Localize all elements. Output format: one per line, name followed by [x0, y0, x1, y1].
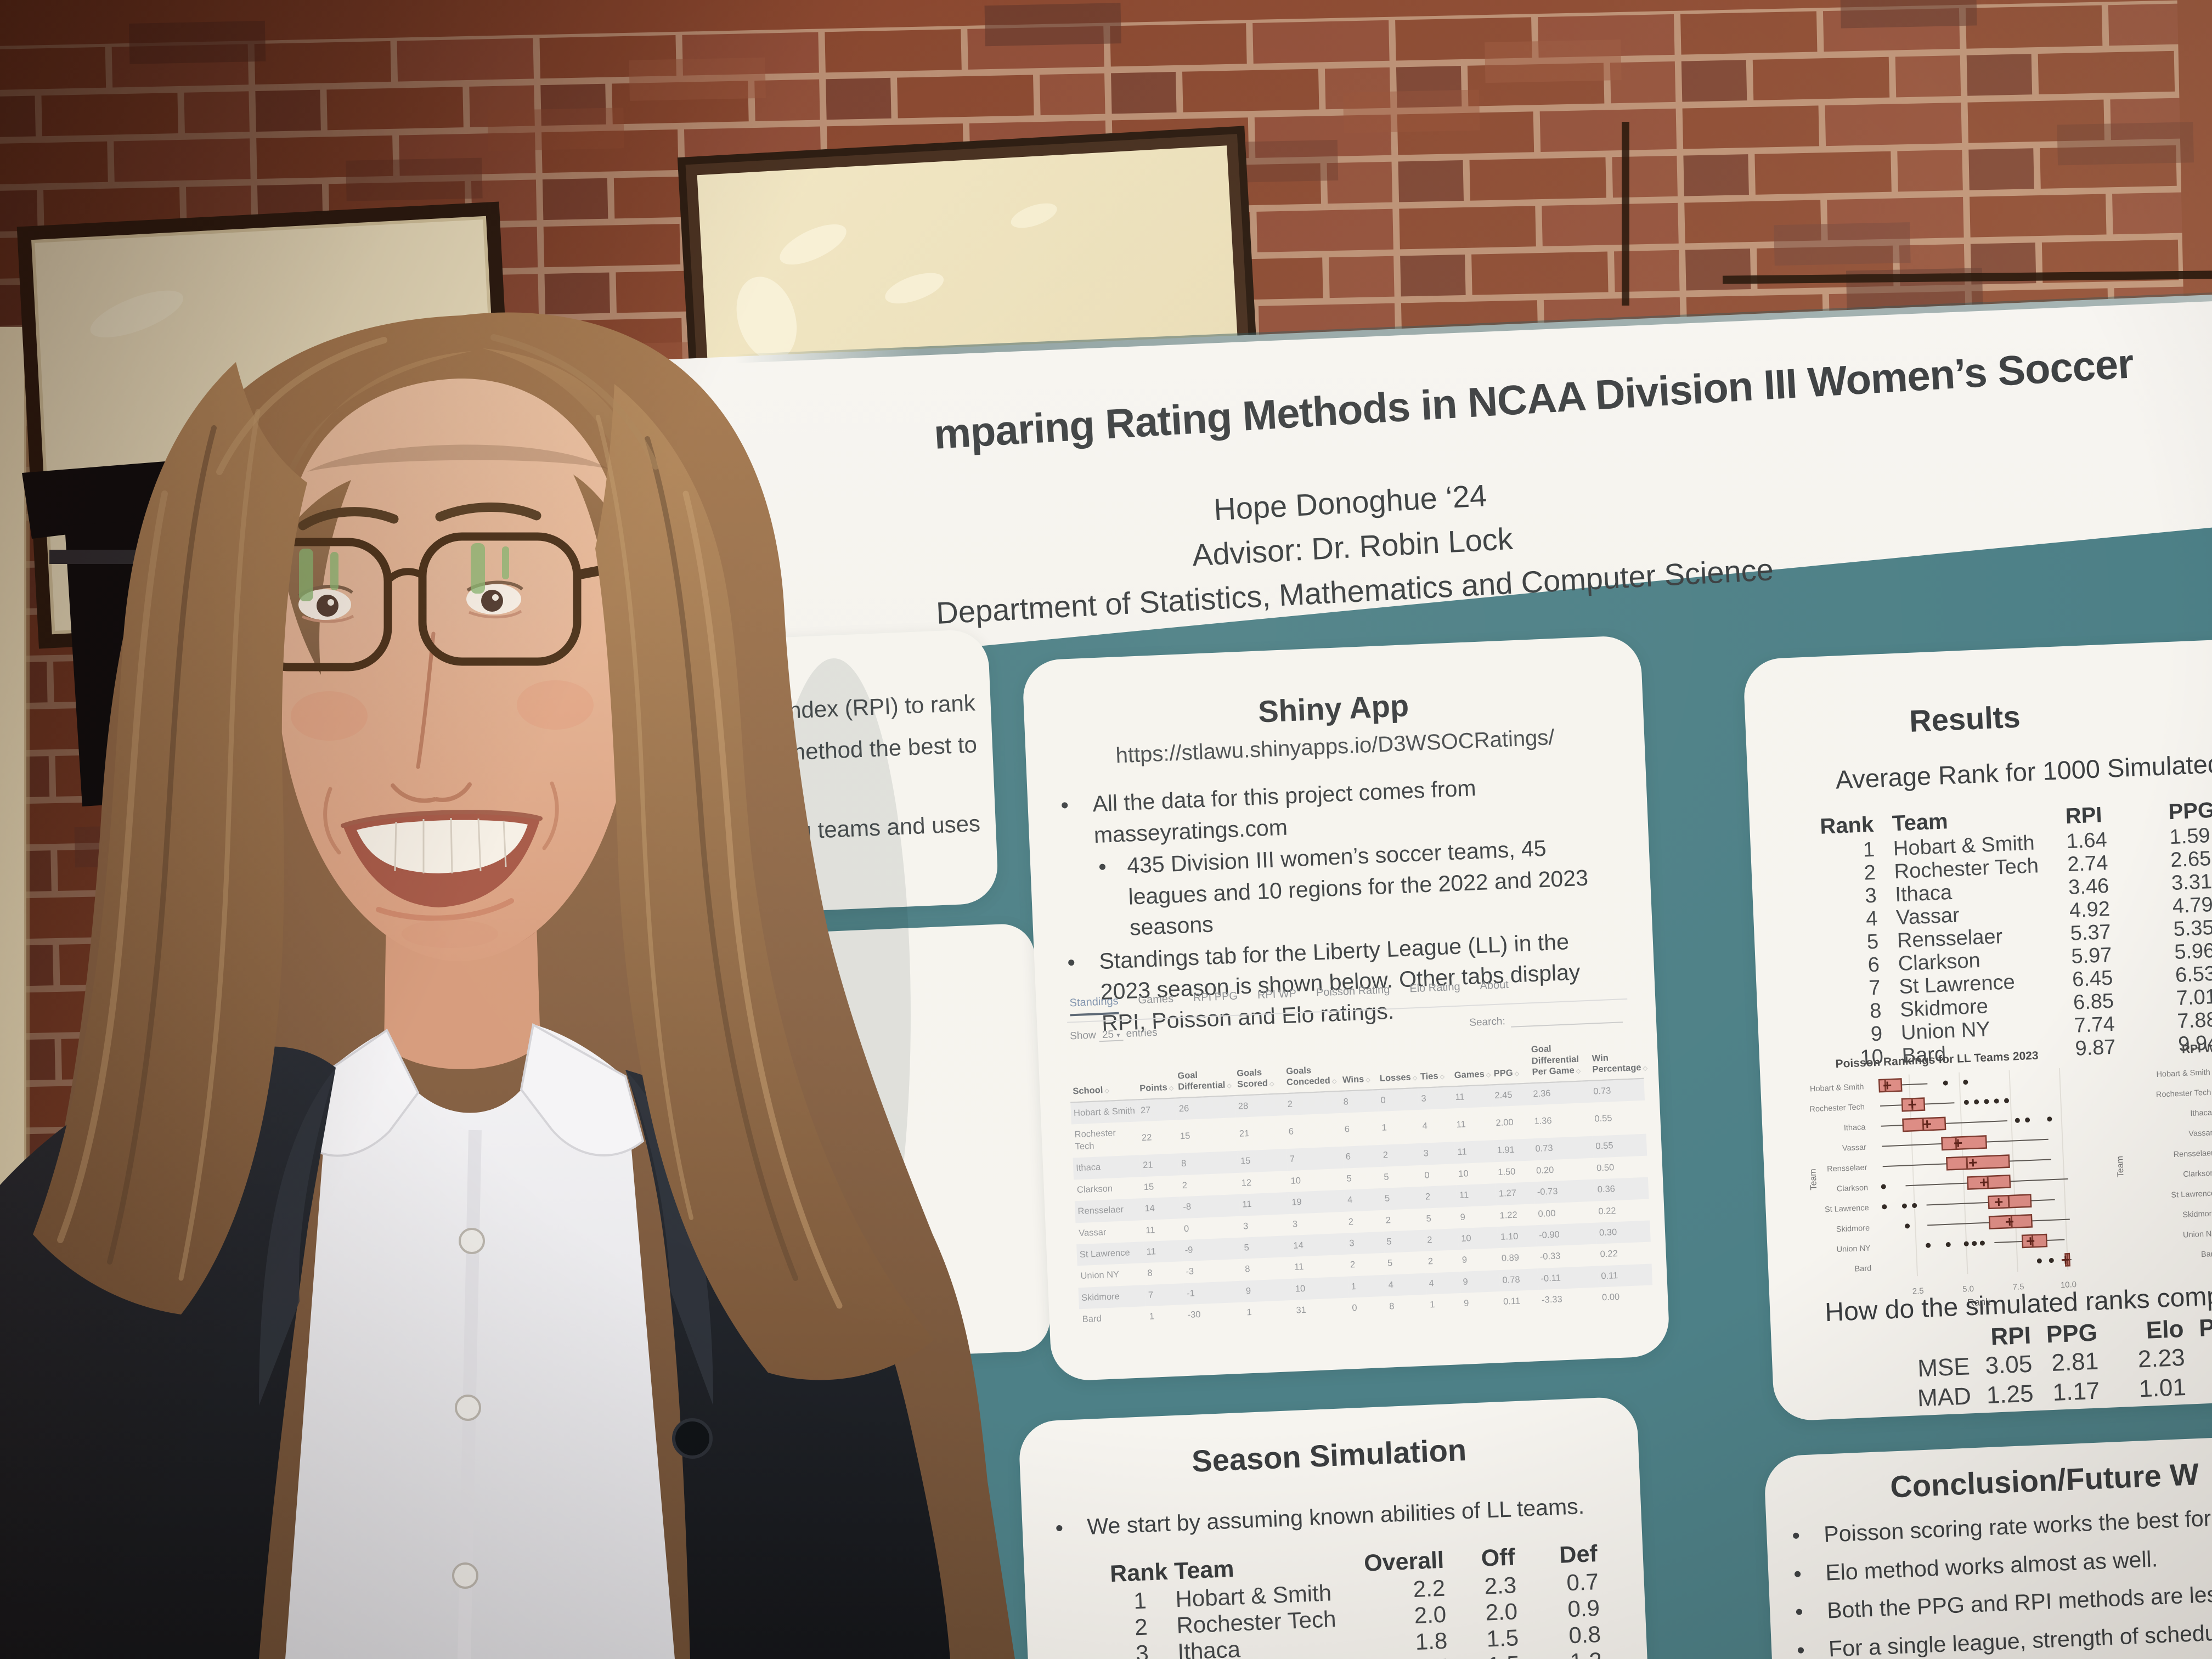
svg-text:Rensselaer: Rensselaer: [2173, 1149, 2212, 1159]
shirt-collar-right: [520, 1023, 645, 1156]
svg-text:Vassar: Vassar: [2188, 1128, 2212, 1138]
svg-text:Bard: Bard: [2201, 1250, 2212, 1259]
svg-text:Rochester Tech: Rochester Tech: [2156, 1088, 2211, 1099]
svg-text:Skidmore: Skidmore: [2182, 1209, 2212, 1220]
hair-streaks: [57, 334, 843, 1309]
svg-text:Rochester Tech: Rochester Tech: [1809, 1103, 1865, 1114]
svg-text:Team: Team: [1809, 1169, 1819, 1190]
card-results: Results Average Rank for 1000 Simulated …: [1742, 625, 2212, 1422]
svg-text:Skidmore: Skidmore: [1836, 1224, 1870, 1234]
svg-text:Hobart & Smith: Hobart & Smith: [1810, 1082, 1864, 1093]
svg-text:Union NY: Union NY: [2183, 1229, 2212, 1240]
smile: [291, 680, 594, 948]
cream-wall-sliver: [0, 327, 26, 1238]
svg-text:Union NY: Union NY: [1836, 1244, 1871, 1254]
svg-text:5.0: 5.0: [1962, 1284, 1974, 1294]
forehead-hair-shadow: [307, 444, 609, 472]
svg-text:RPI WP R: RPI WP R: [2182, 1041, 2212, 1056]
svg-text:Rank: Rank: [1967, 1296, 1991, 1308]
picture-rail: [1722, 270, 2212, 284]
svg-text:Clarkson: Clarkson: [1837, 1183, 1869, 1193]
blazer-right-lapel: [625, 1070, 713, 1406]
hair-front-right: [595, 384, 934, 1380]
nose: [391, 631, 472, 803]
eyebrow-right: [435, 503, 541, 522]
svg-text:St Lawrence: St Lawrence: [1825, 1204, 1869, 1214]
svg-text:7.5: 7.5: [2012, 1282, 2024, 1292]
shirt-buttons: [452, 1228, 485, 1589]
svg-text:Ithaca: Ithaca: [2190, 1108, 2212, 1118]
glasses-green-reflections: [299, 543, 509, 601]
svg-text:10.0: 10.0: [2061, 1280, 2077, 1290]
svg-text:Ithaca: Ithaca: [1844, 1123, 1866, 1133]
face: [274, 378, 636, 962]
svg-text:Vassar: Vassar: [1842, 1143, 1867, 1153]
svg-text:2.5: 2.5: [1912, 1286, 1924, 1296]
shirt: [285, 1025, 675, 1659]
svg-text:Hobart & Smith: Hobart & Smith: [2156, 1068, 2210, 1079]
svg-text:Bard: Bard: [1854, 1264, 1871, 1273]
research-poster: mparing Rating Methods in NCAA Division …: [603, 276, 2212, 1659]
blazer-button: [672, 1418, 713, 1459]
svg-text:Clarkson: Clarkson: [2183, 1169, 2212, 1179]
svg-text:Rensselaer: Rensselaer: [1827, 1163, 1867, 1173]
svg-text:Team: Team: [2115, 1156, 2126, 1178]
frame-edge-line: [1622, 122, 1629, 306]
svg-text:St Lawrence: St Lawrence: [2171, 1189, 2212, 1200]
blazer-left-lapel: [259, 1068, 336, 1406]
cream-wall-edge: [24, 327, 30, 1238]
eyebrow-left: [298, 507, 399, 531]
